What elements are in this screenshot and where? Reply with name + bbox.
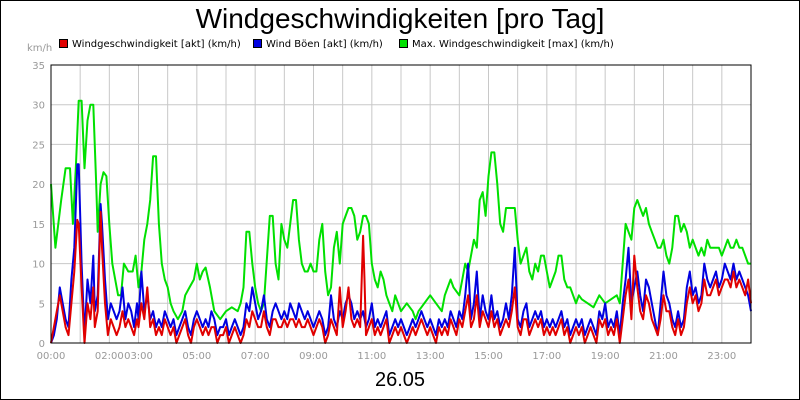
x-tick-label: 17:00 <box>532 351 561 362</box>
x-tick-label: 09:00 <box>299 351 328 362</box>
x-tick-label: 02:00 <box>95 351 124 362</box>
x-axis-ticks: 00:00 02:00 03:00 05:00 07:00 09:00 11:00 13:00… <box>37 351 737 362</box>
legend-label: Windgeschwindigkeit [akt] (km/h) <box>72 39 241 50</box>
y-tick-label: 35 <box>32 61 45 72</box>
legend-item-wind-speed: Windgeschwindigkeit [akt] (km/h) <box>59 39 241 50</box>
plot-border <box>50 64 752 344</box>
series-line-0 <box>50 99 751 321</box>
legend-item-gusts: Wind Böen [akt] (km/h) <box>253 39 383 50</box>
x-tick-label: 23:00 <box>707 351 736 362</box>
legend-swatch-green <box>399 39 408 48</box>
legend-item-max-speed: Max. Windgeschwindigkeit [max] (km/h) <box>399 39 614 50</box>
y-tick-label: 20 <box>32 180 45 191</box>
y-tick-label: 0 <box>39 339 45 350</box>
x-tick-label: 15:00 <box>474 351 503 362</box>
series-line-2 <box>50 210 752 344</box>
x-tick-label: 13:00 <box>416 351 445 362</box>
x-tick-label: 21:00 <box>649 351 678 362</box>
x-tick-label: 00:00 <box>37 351 66 362</box>
x-tick-label: 03:00 <box>124 351 153 362</box>
legend-swatch-red <box>59 39 68 48</box>
y-tick-label: 10 <box>32 260 45 271</box>
series-layer <box>50 99 752 344</box>
y-tick-label: 25 <box>32 140 45 151</box>
x-tick-label: 05:00 <box>182 351 211 362</box>
y-tick-label: 15 <box>32 220 45 231</box>
y-tick-label: 30 <box>32 101 45 112</box>
x-tick-label: 19:00 <box>591 351 620 362</box>
y-axis-ticks: 0 5 10 15 20 25 30 35 <box>32 61 45 350</box>
y-tick-label: 5 <box>39 299 45 310</box>
y-unit-label: km/h <box>27 43 53 54</box>
legend-label: Max. Windgeschwindigkeit [max] (km/h) <box>412 39 614 50</box>
date-label: 26.05 <box>374 369 426 391</box>
x-tick-label: 07:00 <box>241 351 270 362</box>
x-tick-label: 11:00 <box>357 351 386 362</box>
legend-swatch-blue <box>253 39 262 48</box>
chart-title: Windgeschwindigkeiten [pro Tag] <box>195 3 605 34</box>
legend-label: Wind Böen [akt] (km/h) <box>266 39 383 50</box>
